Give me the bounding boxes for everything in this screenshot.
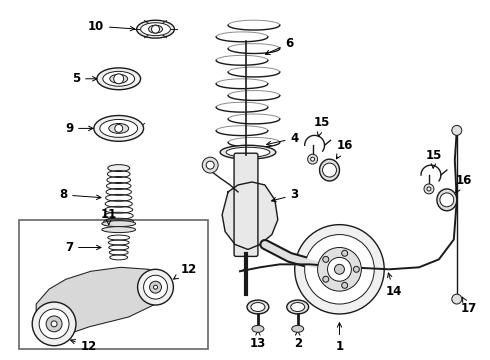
- Text: 7: 7: [65, 241, 101, 254]
- Ellipse shape: [109, 123, 129, 133]
- Circle shape: [335, 264, 344, 274]
- Text: 8: 8: [59, 188, 101, 201]
- Circle shape: [51, 321, 57, 327]
- Text: 12: 12: [173, 263, 196, 279]
- Text: 6: 6: [266, 37, 294, 54]
- Circle shape: [311, 157, 315, 161]
- Text: 16: 16: [336, 139, 353, 159]
- Circle shape: [151, 25, 159, 33]
- Text: 15: 15: [314, 116, 330, 136]
- Circle shape: [114, 74, 123, 84]
- Circle shape: [327, 257, 351, 281]
- Circle shape: [305, 235, 374, 304]
- Text: 13: 13: [250, 331, 266, 350]
- Circle shape: [308, 154, 318, 164]
- Ellipse shape: [247, 300, 269, 314]
- Ellipse shape: [437, 189, 457, 211]
- Text: 4: 4: [267, 132, 299, 146]
- Circle shape: [427, 187, 431, 191]
- Text: 1: 1: [335, 323, 343, 353]
- Text: 9: 9: [65, 122, 93, 135]
- Text: 12: 12: [71, 339, 97, 353]
- Text: 3: 3: [271, 188, 299, 202]
- Text: 11: 11: [100, 208, 117, 225]
- Ellipse shape: [319, 159, 340, 181]
- Ellipse shape: [97, 68, 141, 90]
- Circle shape: [138, 269, 173, 305]
- Circle shape: [323, 276, 329, 282]
- Ellipse shape: [103, 71, 135, 86]
- Ellipse shape: [287, 300, 309, 314]
- Circle shape: [206, 161, 214, 169]
- Circle shape: [149, 281, 162, 293]
- Circle shape: [440, 193, 454, 207]
- Ellipse shape: [137, 20, 174, 38]
- Circle shape: [32, 302, 76, 346]
- Circle shape: [322, 163, 337, 177]
- Ellipse shape: [220, 145, 276, 159]
- Circle shape: [424, 184, 434, 194]
- Text: 14: 14: [386, 273, 402, 298]
- Ellipse shape: [141, 23, 171, 36]
- Text: 15: 15: [426, 149, 442, 168]
- Ellipse shape: [251, 302, 265, 311]
- Ellipse shape: [102, 227, 136, 233]
- Ellipse shape: [226, 147, 270, 157]
- Polygon shape: [222, 182, 278, 249]
- Circle shape: [342, 250, 348, 256]
- Circle shape: [202, 157, 218, 173]
- Ellipse shape: [110, 74, 128, 83]
- Polygon shape: [36, 267, 171, 334]
- Ellipse shape: [94, 116, 144, 141]
- FancyBboxPatch shape: [19, 220, 208, 349]
- Text: 10: 10: [88, 20, 135, 33]
- Ellipse shape: [252, 325, 264, 332]
- Circle shape: [323, 256, 329, 262]
- Ellipse shape: [100, 120, 138, 137]
- FancyBboxPatch shape: [234, 153, 258, 256]
- Circle shape: [318, 247, 361, 291]
- Circle shape: [342, 282, 348, 288]
- Circle shape: [153, 285, 157, 289]
- Ellipse shape: [148, 25, 163, 33]
- Circle shape: [115, 125, 122, 132]
- Circle shape: [353, 266, 359, 272]
- Circle shape: [144, 275, 168, 299]
- Circle shape: [46, 316, 62, 332]
- Text: 17: 17: [461, 297, 477, 315]
- Circle shape: [452, 125, 462, 135]
- Text: 16: 16: [456, 174, 472, 193]
- Ellipse shape: [291, 302, 305, 311]
- Text: 2: 2: [294, 331, 302, 350]
- Ellipse shape: [292, 325, 304, 332]
- Circle shape: [452, 294, 462, 304]
- Circle shape: [294, 225, 384, 314]
- Circle shape: [39, 309, 69, 339]
- Text: 5: 5: [72, 72, 97, 85]
- Ellipse shape: [102, 221, 136, 227]
